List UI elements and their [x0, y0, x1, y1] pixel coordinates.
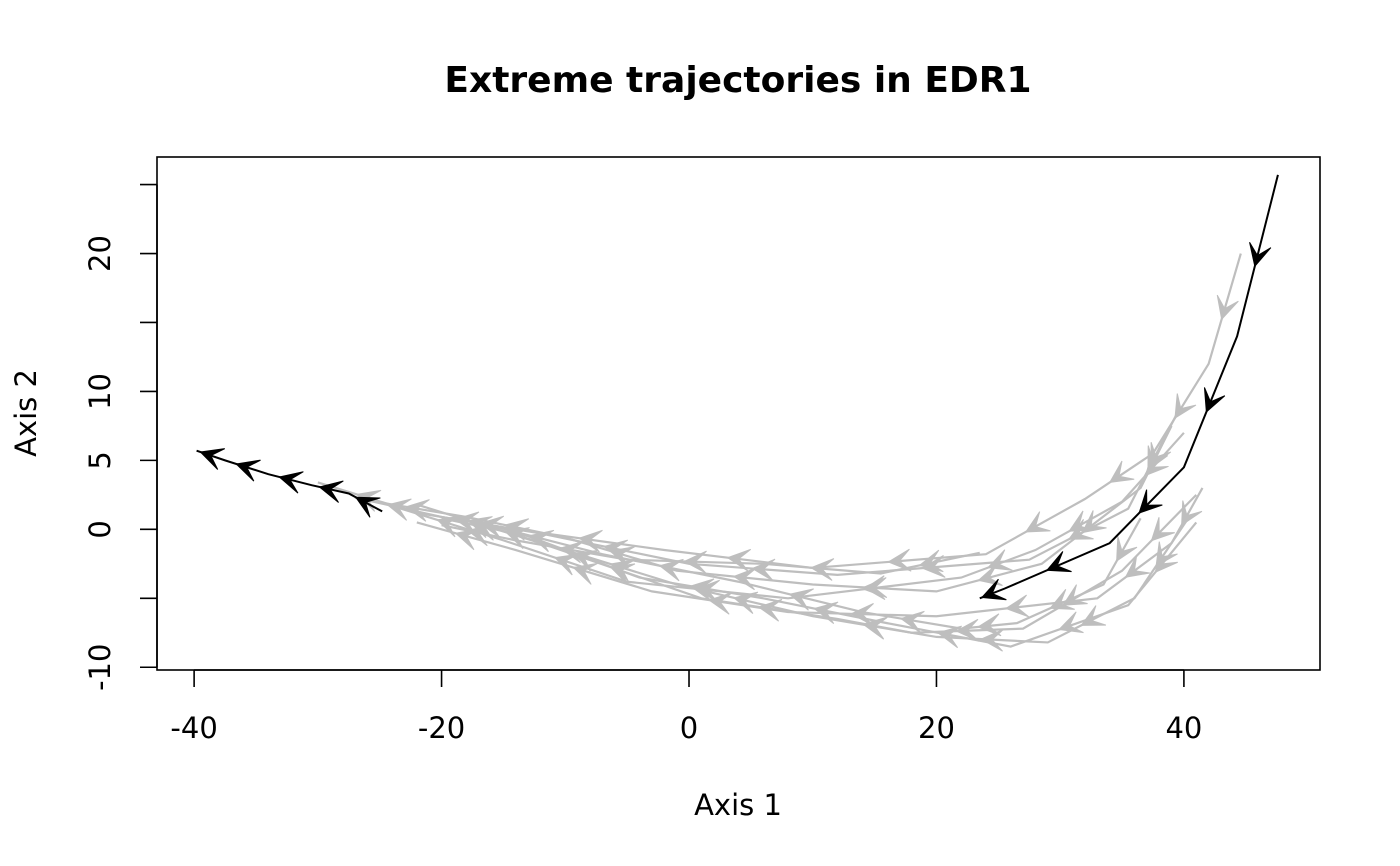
trajectory-arrowhead	[559, 540, 585, 564]
trajectory-arrowhead	[976, 613, 1002, 637]
trajectory-arrowhead	[751, 558, 776, 582]
trajectory-arrowhead	[1081, 510, 1107, 534]
trajectory-arrowhead	[1138, 489, 1163, 514]
trajectory-arrowhead	[1249, 241, 1272, 268]
trajectory-arrowhead	[354, 496, 381, 518]
extreme-trajectory	[979, 174, 1279, 601]
trajectory-arrowhead	[1045, 551, 1072, 573]
trajectory-arrowhead	[980, 578, 1007, 601]
y-tick-label: 0	[83, 520, 117, 538]
trajectory-arrowhead	[862, 617, 888, 640]
extreme-trajectory	[196, 448, 383, 518]
trajectory-arrowhead	[278, 471, 304, 494]
trajectory-arrowhead	[1108, 460, 1135, 483]
trajectory-arrowhead	[199, 448, 225, 470]
trajectory-arrowhead	[1181, 500, 1203, 527]
trajectory-arrowhead	[1024, 511, 1051, 533]
trajectory-arrowhead	[318, 480, 344, 503]
trajectory-arrowhead	[609, 546, 635, 569]
trajectory-arrowhead	[578, 529, 603, 553]
trajectory-arrowhead	[899, 610, 925, 634]
trajectory-arrowhead	[572, 562, 598, 585]
trajectory-arrowhead	[732, 567, 758, 591]
trajectory-arrowhead	[689, 578, 715, 602]
trajectory-arrowhead	[1174, 393, 1197, 419]
trajectory-arrowhead	[1062, 584, 1088, 606]
trajectory-line	[367, 425, 1173, 593]
background-trajectory	[416, 487, 1204, 626]
trajectory-arrowhead	[732, 591, 759, 614]
trajectory-arrowhead	[1116, 536, 1138, 562]
trajectory-arrowhead	[1124, 555, 1150, 578]
chart-title: Extreme trajectories in EDR1	[444, 60, 1031, 101]
trajectory-arrowhead	[1150, 442, 1172, 468]
trajectory-arrowhead	[683, 550, 707, 574]
x-axis: -40 -20 0 20 40	[170, 669, 1202, 745]
trajectory-arrowhead	[1004, 594, 1030, 618]
trajectory-arrowhead	[528, 529, 555, 553]
trajectory-arrowhead	[1203, 387, 1226, 414]
trajectory-line	[979, 174, 1279, 600]
trajectory-arrowhead	[788, 588, 814, 611]
trajectory-arrowhead	[503, 518, 530, 541]
x-tick-label: 40	[1165, 711, 1202, 745]
trajectory-arrowhead	[1150, 517, 1175, 542]
trajectory-arrowhead	[809, 558, 835, 581]
y-tick-label: -10	[83, 644, 117, 691]
trajectories	[196, 174, 1279, 652]
trajectory-line	[354, 411, 1179, 576]
trajectory-arrowhead	[1216, 294, 1239, 321]
y-axis-label: Axis 2	[9, 369, 43, 457]
trajectory-arrowhead	[235, 459, 261, 482]
trajectory-arrowhead	[757, 598, 783, 622]
background-trajectory	[354, 411, 1179, 582]
background-trajectory	[391, 432, 1185, 603]
background-trajectory	[441, 523, 980, 581]
trajectory-arrowhead	[466, 523, 492, 547]
trajectory-arrowhead	[862, 577, 887, 600]
trajectory-arrowhead	[986, 549, 1013, 571]
trajectory-arrowhead	[1154, 548, 1178, 574]
y-tick-label: 20	[83, 235, 117, 272]
trajectory-arrowhead	[404, 499, 430, 522]
trajectory-arrowhead	[1058, 611, 1084, 634]
x-tick-label: 20	[918, 711, 955, 745]
background-trajectory	[317, 253, 1242, 572]
x-tick-label: -40	[170, 711, 217, 745]
trajectory-line	[391, 432, 1185, 600]
y-tick-label: 5	[83, 451, 117, 469]
trajectory-arrowhead	[1049, 588, 1075, 610]
y-axis: -10 0 5 10 20	[83, 183, 158, 691]
x-axis-label: Axis 1	[694, 788, 782, 822]
x-tick-label: 0	[680, 711, 698, 745]
x-tick-label: -20	[418, 711, 465, 745]
trajectory-arrowhead	[850, 603, 874, 626]
y-tick-label: 10	[83, 373, 117, 410]
background-trajectory	[367, 425, 1173, 600]
trajectory-arrowhead	[918, 549, 944, 573]
trajectory-line	[416, 487, 1204, 618]
